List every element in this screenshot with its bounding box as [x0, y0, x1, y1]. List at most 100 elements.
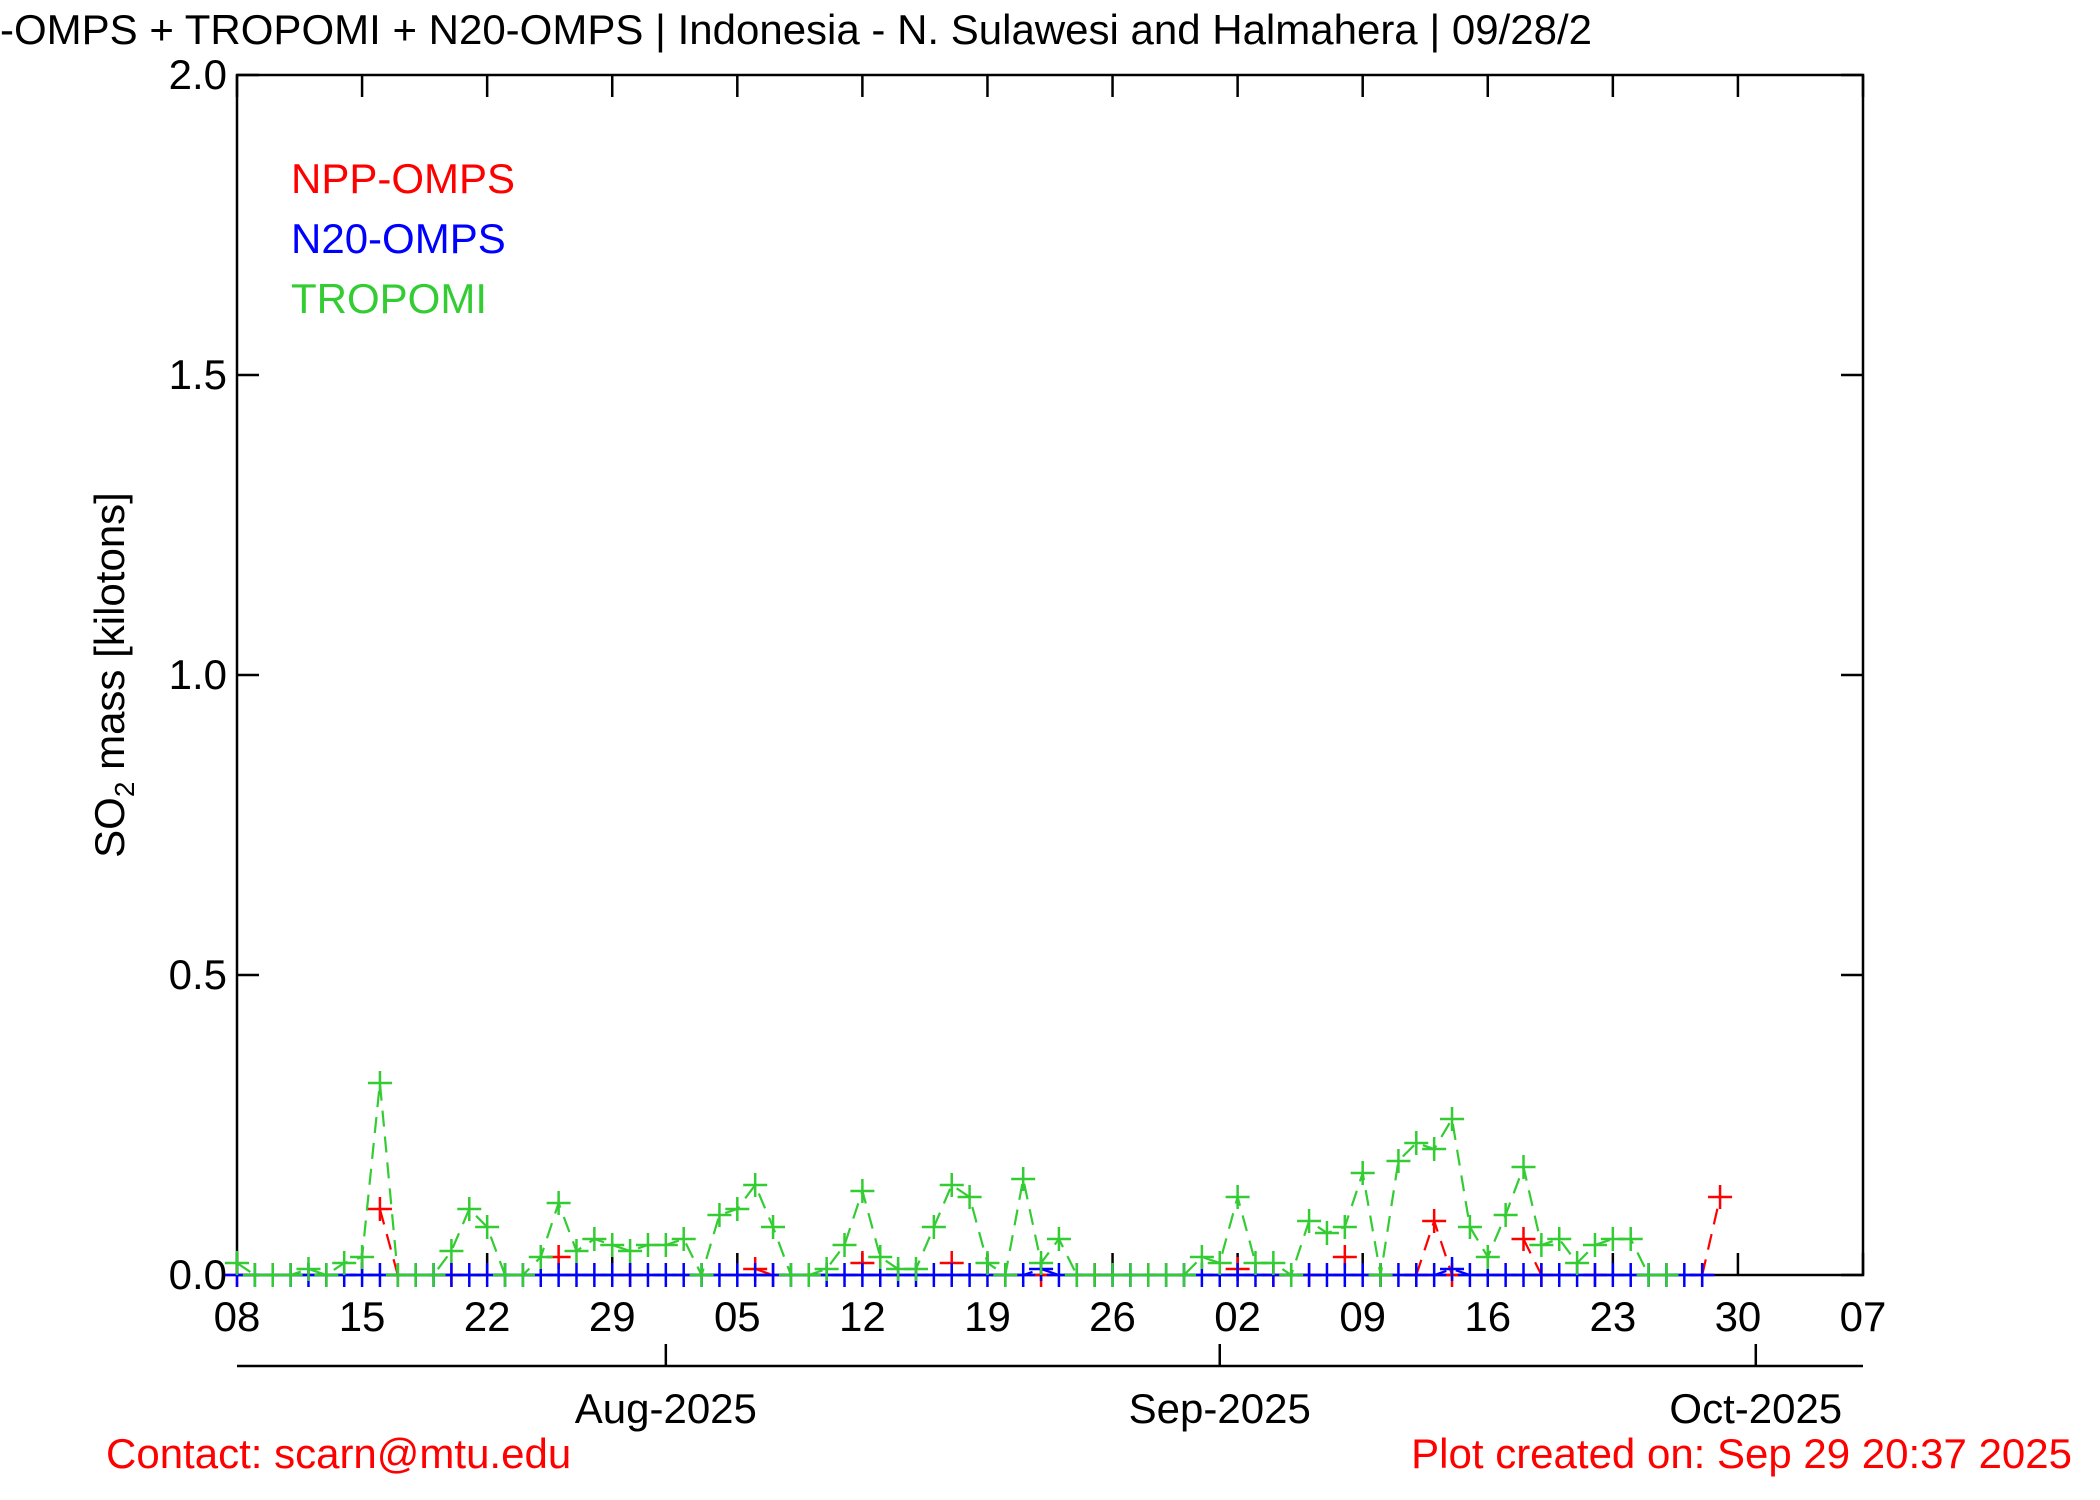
y-axis-label: SO2 mass [kilotons] — [86, 492, 140, 858]
y-tick-label: 1.5 — [169, 351, 227, 398]
legend-entry: NPP-OMPS — [291, 155, 515, 202]
point-marker — [957, 1185, 982, 1209]
point-marker — [1172, 1263, 1197, 1287]
chart-title: -OMPS + TROPOMI + N20-OMPS | Indonesia -… — [0, 6, 1592, 53]
point-marker — [1332, 1215, 1357, 1239]
point-marker — [939, 1173, 964, 1197]
point-marker — [993, 1263, 1018, 1287]
point-marker — [367, 1071, 392, 1095]
x-tick-label: 16 — [1464, 1293, 1511, 1340]
point-marker — [564, 1239, 589, 1263]
x-tick-label: 29 — [589, 1293, 636, 1340]
point-marker — [1582, 1233, 1607, 1257]
y-tick-label: 0.5 — [169, 951, 227, 998]
point-marker — [761, 1215, 786, 1239]
y-label-sub: 2 — [109, 782, 140, 798]
x-tick-label: 15 — [339, 1293, 386, 1340]
point-marker — [618, 1239, 643, 1263]
point-marker — [1297, 1209, 1322, 1233]
point-marker — [1565, 1251, 1590, 1275]
x-tick-label: 30 — [1715, 1293, 1762, 1340]
point-marker — [1404, 1131, 1429, 1155]
point-marker — [1511, 1155, 1536, 1179]
point-marker — [1225, 1185, 1250, 1209]
point-marker — [1261, 1251, 1286, 1275]
point-marker — [1690, 1263, 1715, 1287]
point-marker — [1440, 1107, 1465, 1131]
x-tick-label: 02 — [1214, 1293, 1261, 1340]
point-marker — [1654, 1263, 1679, 1287]
point-marker — [1422, 1209, 1447, 1233]
point-marker — [653, 1233, 678, 1257]
point-marker — [1314, 1221, 1339, 1245]
point-marker — [1386, 1149, 1411, 1173]
point-marker — [689, 1263, 714, 1287]
point-marker — [421, 1263, 446, 1287]
x-tick-label: 09 — [1339, 1293, 1386, 1340]
y-tick-label: 1.0 — [169, 651, 227, 698]
point-marker — [921, 1215, 946, 1239]
point-marker — [903, 1257, 928, 1281]
point-marker — [1511, 1227, 1536, 1251]
point-marker — [707, 1203, 732, 1227]
point-marker — [546, 1191, 571, 1215]
point-marker — [1368, 1263, 1393, 1287]
point-marker — [1046, 1227, 1071, 1251]
point-marker — [510, 1263, 535, 1287]
point-marker — [1422, 1137, 1447, 1161]
point-marker — [814, 1257, 839, 1281]
y-tick-label: 2.0 — [169, 51, 227, 98]
point-marker — [725, 1197, 750, 1221]
point-marker — [671, 1227, 696, 1251]
month-label: Aug-2025 — [575, 1385, 757, 1432]
point-marker — [832, 1233, 857, 1257]
point-marker — [1475, 1245, 1500, 1269]
point-marker — [1029, 1251, 1054, 1275]
month-label: Sep-2025 — [1129, 1385, 1311, 1432]
point-marker — [1547, 1227, 1572, 1251]
x-tick-label: 12 — [839, 1293, 886, 1340]
x-tick-label: 23 — [1589, 1293, 1636, 1340]
month-label: Oct-2025 — [1669, 1385, 1842, 1432]
legend-entry: TROPOMI — [291, 275, 487, 322]
point-marker — [1279, 1263, 1304, 1287]
point-marker — [600, 1233, 625, 1257]
series-line — [236, 1082, 1667, 1278]
point-marker — [1457, 1215, 1482, 1239]
footer-created: Plot created on: Sep 29 20:37 2025 — [1411, 1430, 2072, 1477]
point-marker — [850, 1179, 875, 1203]
point-marker — [743, 1173, 768, 1197]
point-marker — [457, 1197, 482, 1221]
y-tick-label: 0.0 — [169, 1251, 227, 1298]
x-tick-label: 05 — [714, 1293, 761, 1340]
point-marker — [367, 1197, 392, 1221]
x-tick-label: 26 — [1089, 1293, 1136, 1340]
footer-contact: Contact: scarn@mtu.edu — [106, 1430, 571, 1477]
legend-entry: N20-OMPS — [291, 215, 506, 262]
point-marker — [1189, 1245, 1214, 1269]
point-marker — [225, 1251, 249, 1275]
point-marker — [278, 1263, 303, 1287]
point-marker — [1350, 1161, 1375, 1185]
point-marker — [1493, 1203, 1518, 1227]
y-label-rest: mass [kilotons] — [86, 492, 133, 781]
point-marker — [1440, 1257, 1465, 1281]
point-marker — [1011, 1167, 1036, 1191]
point-marker — [1618, 1227, 1643, 1251]
y-label-main: SO — [86, 797, 133, 858]
point-marker — [528, 1245, 553, 1269]
point-marker — [1207, 1251, 1232, 1275]
point-marker — [582, 1227, 607, 1251]
point-marker — [975, 1251, 1000, 1275]
point-marker — [868, 1245, 893, 1269]
point-marker — [1708, 1185, 1733, 1209]
point-marker — [475, 1215, 500, 1239]
point-marker — [1422, 1263, 1447, 1287]
point-marker — [296, 1257, 321, 1281]
x-tick-label: 19 — [964, 1293, 1011, 1340]
x-tick-label: 22 — [464, 1293, 511, 1340]
point-marker — [350, 1245, 375, 1269]
x-tick-label: 08 — [214, 1293, 261, 1340]
